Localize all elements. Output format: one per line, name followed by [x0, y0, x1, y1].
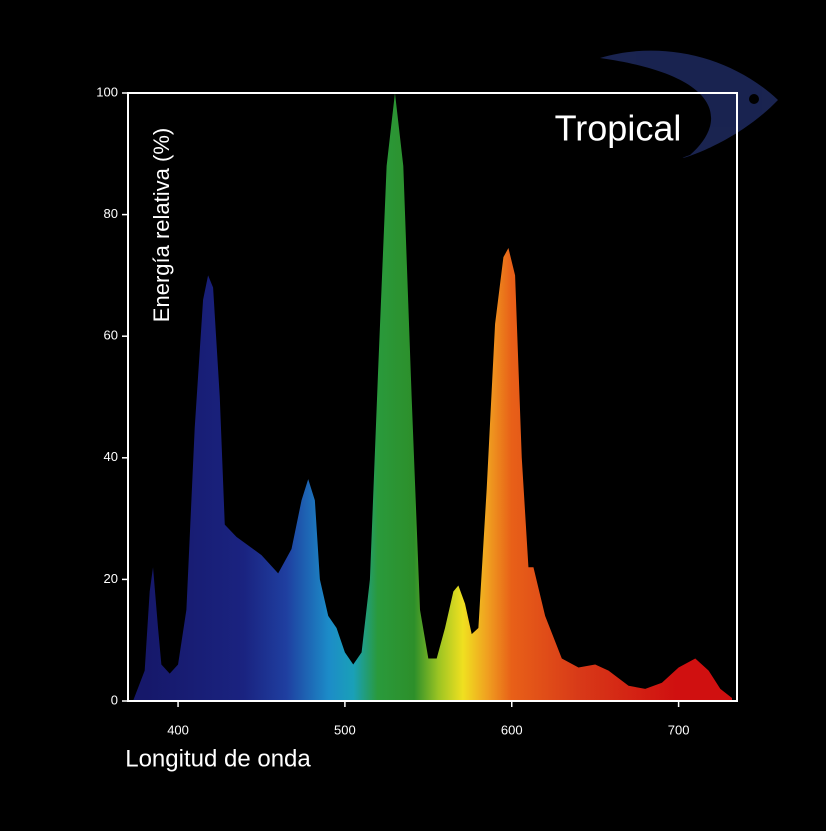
- spectrum-area: [133, 93, 732, 701]
- fish-logo: [600, 50, 778, 158]
- y-tick-label: 80: [104, 206, 118, 221]
- y-tick-label: 100: [96, 84, 118, 99]
- annotation: Tropical: [555, 108, 682, 149]
- y-axis-label: Energía relativa (%): [149, 128, 174, 322]
- y-tick-label: 20: [104, 571, 118, 586]
- plot-frame: [127, 92, 738, 702]
- x-tick-label: 600: [501, 722, 523, 737]
- y-tick-label: 0: [111, 692, 118, 707]
- y-tick-label: 60: [104, 328, 118, 343]
- x-tick-label: 500: [334, 722, 356, 737]
- y-tick-label: 40: [104, 449, 118, 464]
- x-tick-label: 700: [668, 722, 690, 737]
- x-tick-label: 400: [167, 722, 189, 737]
- x-axis-label: Longitud de onda: [125, 745, 311, 772]
